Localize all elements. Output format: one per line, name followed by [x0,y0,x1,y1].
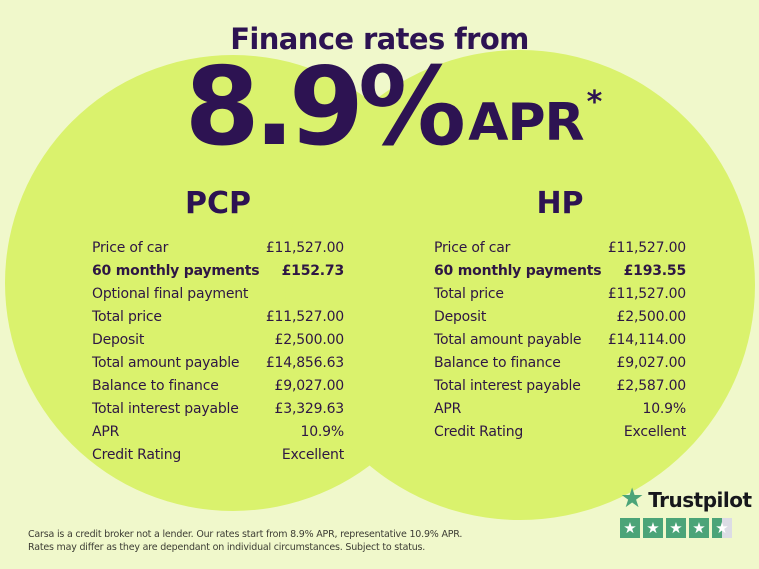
hp-column: HP Price of car £11,527.00 60 monthly paym… [434,188,686,443]
row-value: £9,027.00 [274,377,345,394]
hp-title: HP [536,186,584,221]
row-value: £11,527.00 [607,239,686,256]
finance-table-row: Total amount payable £14,856.63 [92,351,344,374]
finance-table-row: APR 10.9% [92,420,344,443]
row-label: Deposit [434,308,487,325]
row-label: Balance to finance [92,377,219,394]
pcp-column: PCP Price of car £11,527.00 60 monthly pay… [92,188,344,466]
finance-table-row: Balance to finance £9,027.00 [92,374,344,397]
trustpilot-rating: ★ ★ ★ ★ ★ [620,518,735,538]
trustpilot-star-icon: ★ [620,483,645,514]
hp-table: Price of car £11,527.00 60 monthly payment… [434,236,686,443]
row-label: Credit Rating [92,446,182,463]
trustpilot-wordmark: Trustpilot [648,488,752,512]
row-value: 10.9% [300,423,345,440]
row-value: Excellent [623,423,686,440]
disclaimer-line-1: Carsa is a credit broker not a lender. O… [28,528,463,540]
row-label: Balance to finance [434,354,561,371]
row-value: £11,527.00 [265,308,344,325]
star-icon: ★ [669,518,683,537]
disclaimer-line-2: Rates may differ as they are dependant o… [28,541,426,553]
row-label: Total interest payable [434,377,581,394]
row-label: 60 monthly payments [434,262,602,279]
finance-table-row: Credit Rating Excellent [434,420,686,443]
star-icon: ★ [692,518,706,537]
row-value: Excellent [281,446,344,463]
star-icon: ★ [646,518,660,537]
row-label: Total interest payable [92,400,239,417]
row-label: APR [92,423,120,440]
row-label: Optional final payment [92,285,249,302]
row-value: £2,500.00 [616,308,687,325]
pcp-title: PCP [185,186,251,221]
row-label: APR [434,400,462,417]
star-icon: ★ [623,518,637,537]
finance-table-row: Price of car £11,527.00 [92,236,344,259]
trustpilot-badge: ★ Trustpilot ★ ★ ★ ★ ★ [620,483,752,538]
finance-table-row: Balance to finance £9,027.00 [434,351,686,374]
row-label: 60 monthly payments [92,262,260,279]
row-value: £11,527.00 [607,285,686,302]
headline: Finance rates from 8.9% APR * [0,22,759,162]
row-label: Total price [92,308,162,325]
finance-table-row: Deposit £2,500.00 [434,305,686,328]
row-value: £2,587.00 [616,377,687,394]
disclaimer: Carsa is a credit broker not a lender. O… [28,528,588,554]
headline-rate-value: 8.9% [184,45,467,170]
row-value: £9,027.00 [616,354,687,371]
row-label: Total price [434,285,504,302]
trustpilot-rating-star: ★ [643,518,663,538]
row-value: £3,329.63 [274,400,345,417]
finance-table-row: 60 monthly payments £152.73 [92,259,344,282]
finance-table-row: Total interest payable £2,587.00 [434,374,686,397]
row-label: Price of car [92,239,169,256]
trustpilot-rating-star: ★ [620,518,640,538]
row-value: £2,500.00 [274,331,345,348]
trustpilot-rating-star: ★ [689,518,709,538]
finance-table-row: Price of car £11,527.00 [434,236,686,259]
headline-rate-row: 8.9% APR * [14,54,759,162]
row-value: £152.73 [281,262,345,279]
trustpilot-rating-star: ★ [712,518,732,538]
finance-table-row: Total price £11,527.00 [92,305,344,328]
row-value: £11,527.00 [265,239,344,256]
headline-apr-label: APR [468,93,584,153]
headline-title: Finance rates from [230,22,529,56]
finance-table-row: Credit Rating Excellent [92,443,344,466]
finance-table-row: Total interest payable £3,329.63 [92,397,344,420]
trustpilot-logo: ★ Trustpilot [620,483,752,514]
finance-table-row: 60 monthly payments £193.55 [434,259,686,282]
row-value: £14,114.00 [607,331,686,348]
row-label: Price of car [434,239,511,256]
trustpilot-rating-star: ★ [666,518,686,538]
finance-table-row: Deposit £2,500.00 [92,328,344,351]
row-value: 10.9% [642,400,687,417]
row-label: Total amount payable [434,331,582,348]
row-value: £193.55 [623,262,687,279]
row-value: £14,856.63 [265,354,344,371]
background-circle-right [285,50,755,520]
finance-table-row: Total amount payable £14,114.00 [434,328,686,351]
pcp-table: Price of car £11,527.00 60 monthly payment… [92,236,344,466]
finance-table-row: APR 10.9% [434,397,686,420]
finance-table-row: Total price £11,527.00 [434,282,686,305]
row-label: Deposit [92,331,145,348]
headline-asterisk: * [586,85,603,120]
row-label: Total amount payable [92,354,240,371]
finance-table-row: Optional final payment [92,282,344,305]
row-label: Credit Rating [434,423,524,440]
star-icon: ★ [715,518,729,537]
